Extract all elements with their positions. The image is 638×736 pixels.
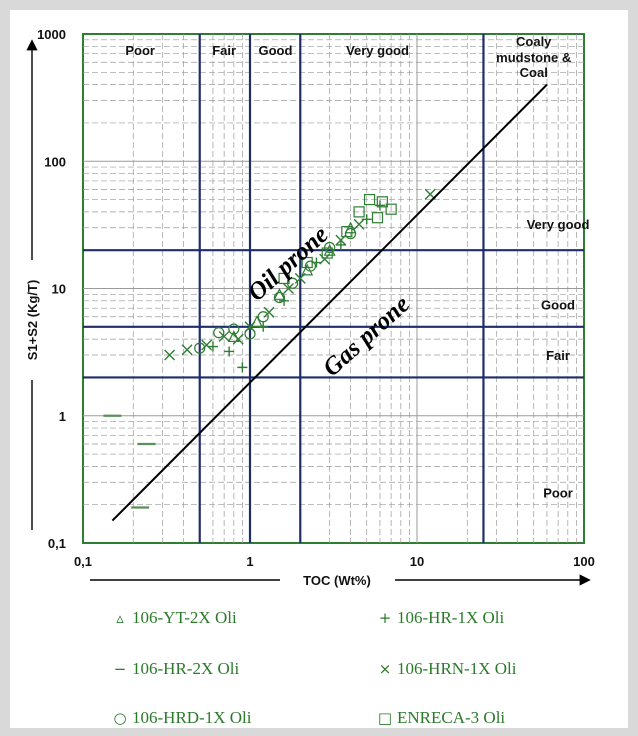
point-cross <box>218 330 230 342</box>
top-class-label: mudstone & <box>496 50 571 65</box>
legend-item: −106-HR-2X Oli <box>114 659 240 678</box>
point-cross <box>164 349 176 361</box>
point-cross <box>319 253 331 265</box>
legend-label: 106-HR-1X Oli <box>397 608 504 627</box>
legend-label: 106-HRN-1X Oli <box>397 659 517 678</box>
series-square <box>278 193 397 285</box>
point-circle <box>194 342 206 354</box>
top-class-label: Coal <box>520 65 548 80</box>
legend-symbol-icon: ▵ <box>116 609 124 627</box>
legend-symbol-icon: □ <box>378 709 392 727</box>
y-tick-label: 1 <box>59 409 66 424</box>
grid <box>82 33 585 544</box>
point-cross <box>181 344 193 356</box>
point-triangle <box>273 287 286 300</box>
axes: 0,1 1 10 100 0,1 1 10 100 1000 S1+S2 (Kg/T) TOC (W… <box>25 27 595 588</box>
point-plus <box>374 200 385 211</box>
oil-gas-divider-line <box>111 83 548 522</box>
point-circle <box>273 291 286 304</box>
x-axis-title: TOC (Wt%) <box>303 573 371 588</box>
point-triangle <box>301 263 314 276</box>
y-tick-label: 0,1 <box>48 536 66 551</box>
right-class-label: Very good <box>527 217 590 232</box>
point-square <box>385 203 397 215</box>
right-class-label: Good <box>541 297 575 312</box>
point-plus <box>207 341 218 352</box>
series-circle <box>194 228 357 354</box>
divider-line-group <box>111 83 548 522</box>
point-circle <box>344 228 357 240</box>
y-tick-label: 100 <box>44 154 66 169</box>
legend-symbol-icon: ○ <box>113 709 126 727</box>
point-square <box>371 212 384 224</box>
top-class-label: Poor <box>125 43 155 58</box>
point-square <box>341 225 353 238</box>
point-square <box>321 247 333 259</box>
right-class-label: Fair <box>546 348 570 363</box>
point-circle <box>228 323 240 335</box>
point-circle <box>244 328 256 340</box>
x-tick-label: 0,1 <box>74 554 92 569</box>
point-cross <box>201 339 213 351</box>
legend-label: 106-HR-2X Oli <box>132 659 239 678</box>
point-plus <box>335 239 346 250</box>
legend: ▵ 106-YT-2X Oli +106-HR-1X Oli − 106-HR-2X O… <box>113 608 516 727</box>
x-tick-label: 1 <box>246 554 253 569</box>
y-tick-label: 10 <box>52 282 66 297</box>
point-circle <box>304 260 317 272</box>
legend-item: ○ 106-HRD-1X Oli <box>113 708 251 727</box>
point-circle <box>257 311 269 323</box>
legend-label: 106-YT-2X Oli <box>132 608 237 627</box>
top-class-label: Good <box>258 43 292 58</box>
top-class-label: Very good <box>346 43 409 58</box>
legend-symbol-icon: − <box>114 660 127 678</box>
legend-symbol-icon: × <box>379 660 392 678</box>
point-square <box>363 193 376 206</box>
point-plus <box>258 321 269 332</box>
legend-item: +106-HR-1X Oli <box>379 608 505 627</box>
data-points <box>103 188 436 509</box>
legend-item: ▵ 106-YT-2X Oli <box>116 608 237 627</box>
legend-symbol-icon: + <box>379 609 392 627</box>
chart-frame: Oil prone Gas prone Poor Fair Good Very good C… <box>10 10 628 728</box>
series-dash <box>103 414 156 509</box>
point-circle <box>213 327 225 339</box>
x-tick-label: 100 <box>573 554 595 569</box>
x-tick-label: 10 <box>410 554 424 569</box>
point-plus <box>237 362 248 373</box>
point-cross <box>353 218 365 230</box>
point-square <box>278 272 290 285</box>
legend-item: × 106-HRN-1X Oli <box>379 659 517 678</box>
point-cross <box>232 333 244 345</box>
point-square <box>301 256 313 269</box>
legend-item: □ ENRECA-3 Oli <box>378 708 506 727</box>
point-square <box>353 206 365 218</box>
point-cross <box>282 283 294 294</box>
point-cross <box>263 306 275 318</box>
y-axis-title: S1+S2 (Kg/T) <box>25 280 40 361</box>
legend-label: 106-HRD-1X Oli <box>132 708 252 727</box>
point-triangle <box>344 221 357 234</box>
point-plus <box>224 346 235 357</box>
right-class-label: Poor <box>543 485 573 500</box>
top-class-label: Fair <box>212 43 236 58</box>
legend-label: ENRECA-3 Oli <box>397 708 505 727</box>
point-square <box>376 196 388 208</box>
top-class-label: Coaly <box>516 34 552 49</box>
y-tick-label: 1000 <box>37 27 66 42</box>
